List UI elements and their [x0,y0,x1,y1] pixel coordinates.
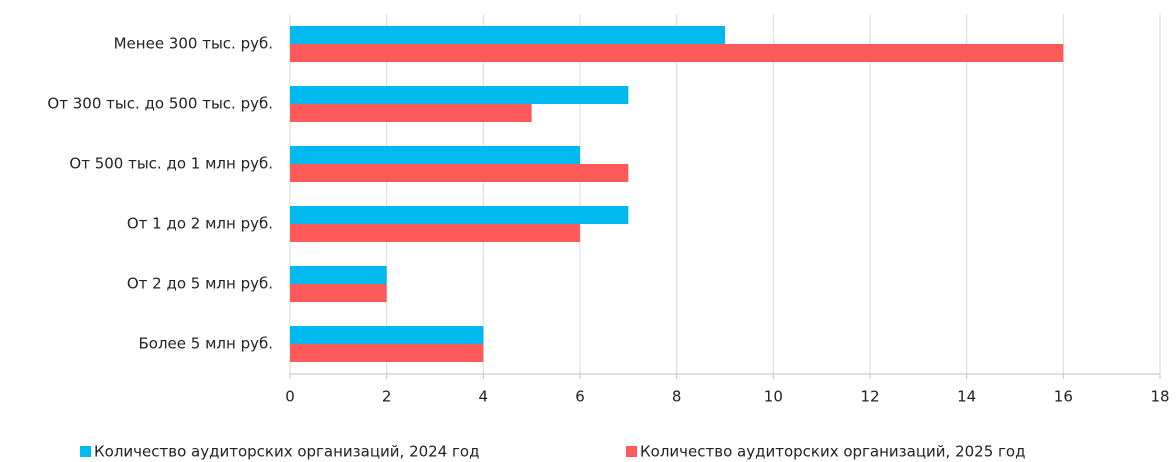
bar [290,86,629,104]
y-tick-label: Более 5 млн руб. [139,335,274,353]
x-tick-label: 16 [1054,388,1073,406]
bar [290,26,725,44]
legend-label: Количество аудиторских организаций, 2024… [94,443,479,461]
x-tick-label: 0 [285,388,295,406]
bar [290,206,629,224]
bar [290,164,629,182]
legend-label: Количество аудиторских организаций, 2025… [640,443,1025,461]
legend-swatch [80,446,91,457]
x-tick-label: 14 [957,388,976,406]
y-tick-label: От 300 тыс. до 500 тыс. руб. [47,95,273,113]
bar [290,104,532,122]
x-tick-label: 18 [1150,388,1169,406]
bar [290,266,387,284]
y-tick-label: Менее 300 тыс. руб. [114,35,273,53]
x-tick-label: 8 [672,388,682,406]
x-tick-label: 12 [860,388,879,406]
bar [290,44,1064,62]
y-tick-label: От 500 тыс. до 1 млн руб. [69,155,273,173]
x-tick-label: 10 [764,388,783,406]
bar [290,344,484,362]
bar [290,326,484,344]
bar [290,224,580,242]
bar [290,284,387,302]
x-tick-label: 2 [382,388,392,406]
y-tick-label: От 1 до 2 млн руб. [127,215,273,233]
x-tick-label: 4 [479,388,489,406]
bar [290,146,580,164]
y-tick-label: От 2 до 5 млн руб. [127,275,273,293]
legend-swatch [626,446,637,457]
x-tick-label: 6 [575,388,585,406]
